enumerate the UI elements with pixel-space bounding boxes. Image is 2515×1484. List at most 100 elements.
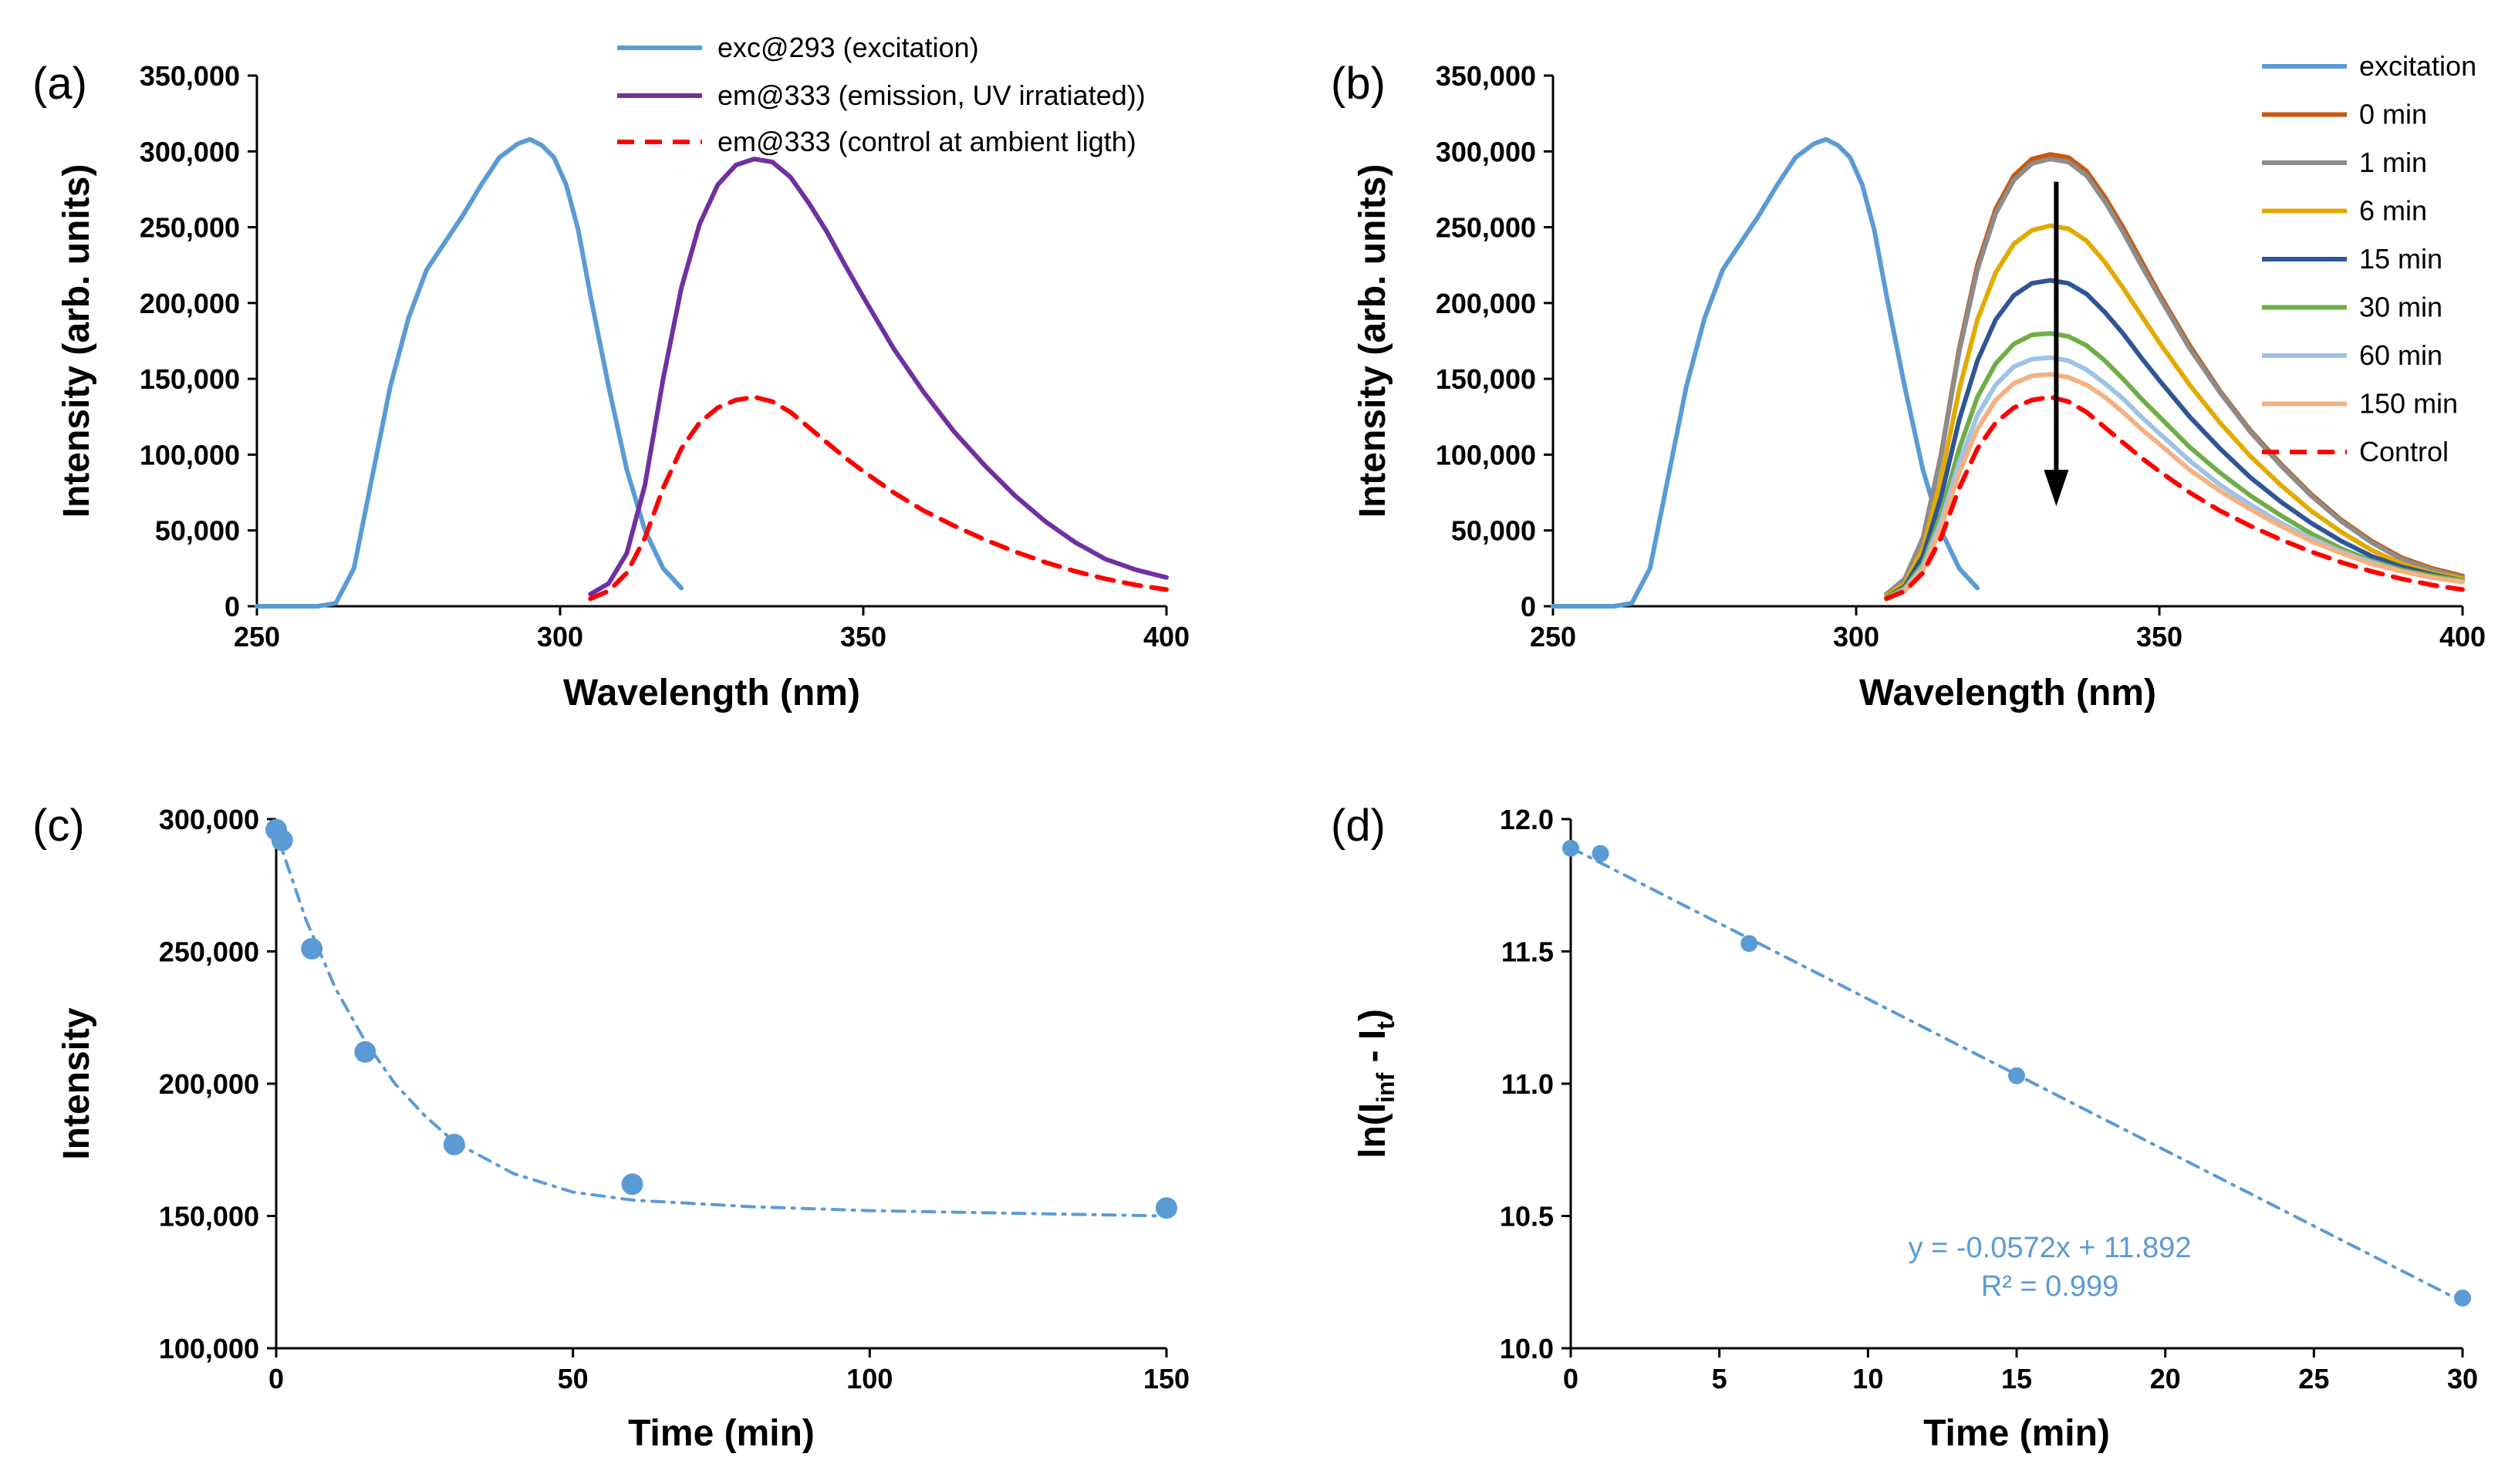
pc-y-tick-label: 200,000: [159, 1068, 259, 1100]
pb-y-tick-label: 150,000: [1436, 363, 1536, 395]
pb-y-tick-label: 50,000: [1451, 515, 1536, 547]
pb-y-tick-label: 200,000: [1436, 288, 1536, 319]
pa-x-tick-label: 300: [537, 621, 583, 653]
pd-y-title-subscript: t: [1372, 1021, 1399, 1030]
pa-series-line-1: [255, 137, 684, 609]
pc-data-point: [354, 1040, 376, 1063]
pa-y-tick-label: 150,000: [140, 363, 240, 395]
pd-data-point: [1740, 935, 1758, 953]
pd-y-title-part: ln(I: [1352, 1103, 1393, 1159]
pd-y-title-subscript: inf: [1372, 1072, 1399, 1102]
pb-x-axis-title: Wavelength (nm): [1859, 673, 2156, 713]
panel-c-chart: 0 50 100 150 100,000 150,000 200,000 250,000 300…: [32, 801, 1190, 1454]
pb-x-tick-label: 350: [2136, 621, 2182, 653]
pc-x-tick-label: 150: [1143, 1363, 1190, 1395]
pd-x-axis-title: Time (min): [1923, 1413, 2110, 1454]
pb-x-tick-label: 250: [1530, 621, 1576, 653]
pd-y-axis-title: ln(Iinf - It): [1352, 1009, 1399, 1159]
pc-data-point: [1156, 1197, 1177, 1219]
pa-x-tick-label: 400: [1143, 621, 1190, 653]
pa-x-tick-label: 350: [840, 621, 886, 653]
pb-x-tick-label: 400: [2439, 621, 2486, 653]
pa-series-line-3: [588, 394, 1169, 602]
pc-y-tick-label: 100,000: [159, 1333, 259, 1364]
pb-series-line-excitation: [1551, 137, 1980, 609]
pd-data-point: [2008, 1067, 2025, 1084]
pc-x-tick-label: 50: [558, 1363, 589, 1395]
pb-legend-label: 6 min: [2359, 195, 2427, 227]
pd-y-tick-label: 10.0: [1500, 1333, 1554, 1364]
pd-data-point: [1562, 839, 1579, 857]
pb-series-line-5: [1884, 331, 2465, 600]
panel-b-chart: 250 300 350 400 0 50,000 100,000 150,000 200,000…: [1331, 50, 2486, 713]
pd-y-tick-label: 11.0: [1501, 1068, 1554, 1100]
pb-panel-label: (b): [1331, 59, 1386, 109]
pb-legend-label: 60 min: [2359, 339, 2442, 371]
pb-legend-label: 1 min: [2359, 147, 2427, 178]
pb-series-line-4: [1884, 278, 2465, 600]
pb-legend-label: Control: [2359, 436, 2449, 467]
pd-x-tick-label: 15: [2001, 1363, 2032, 1395]
pc-x-axis-title: Time (min): [628, 1413, 815, 1454]
panel-a-chart: 250 300 350 400 0 50,000 100,000 150,000 200,000…: [32, 32, 1190, 713]
panel-d-chart: 0 5 10 15 20 25 30 10.0 10.5 11.0 11.5 12.0 (d) Time …: [1331, 801, 2478, 1454]
pb-y-tick-label: 250,000: [1436, 212, 1536, 244]
pb-y-axis-title: Intensity (arb. units): [1352, 164, 1393, 518]
pa-y-axis-title: Intensity (arb. units): [56, 164, 97, 518]
pb-legend-label: 15 min: [2359, 243, 2442, 275]
pd-x-tick-label: 25: [2298, 1363, 2329, 1395]
pb-y-tick-label: 300,000: [1436, 136, 1536, 167]
pa-x-tick-label: 250: [234, 621, 280, 653]
pd-panel-label: (d): [1331, 801, 1386, 851]
pb-legend-label: excitation: [2359, 50, 2476, 82]
pd-y-tick-label: 10.5: [1500, 1201, 1554, 1233]
pc-data-point: [301, 938, 323, 960]
pa-y-tick-label: 50,000: [155, 515, 240, 547]
pa-y-tick-label: 0: [224, 591, 240, 622]
pd-y-title-part: - I: [1352, 1030, 1393, 1073]
pd-x-tick-label: 20: [2150, 1363, 2181, 1395]
pc-fit-curve: [275, 831, 1168, 1218]
pc-data-point: [621, 1173, 643, 1196]
pb-y-tick-label: 350,000: [1436, 60, 1536, 92]
pb-series-line-3: [1884, 223, 2465, 599]
pc-data-point: [443, 1133, 465, 1155]
pa-y-tick-label: 300,000: [140, 136, 240, 167]
pa-x-axis-title: Wavelength (nm): [563, 673, 860, 713]
pc-y-tick-label: 150,000: [159, 1201, 259, 1233]
pa-y-tick-label: 100,000: [140, 439, 240, 470]
pd-x-tick-label: 0: [1563, 1363, 1578, 1395]
pc-x-tick-label: 0: [268, 1363, 284, 1395]
pc-panel-label: (c): [32, 801, 85, 851]
pc-y-tick-label: 300,000: [159, 804, 259, 835]
pc-y-axis-title: Intensity: [56, 1007, 97, 1160]
pd-data-point: [2454, 1289, 2471, 1307]
pa-y-tick-label: 350,000: [140, 60, 240, 92]
pb-series-line-7: [1884, 372, 2465, 602]
pd-fit-r-squared: R² = 0.999: [1981, 1270, 2119, 1303]
pc-data-point: [271, 829, 293, 852]
pb-legend-label: 30 min: [2359, 292, 2442, 323]
pb-legend-label: 0 min: [2359, 99, 2427, 130]
pd-y-title-part: ): [1352, 1009, 1393, 1021]
pb-series-line-2: [1884, 157, 2465, 597]
pa-panel-label: (a): [32, 59, 87, 109]
pa-y-tick-label: 250,000: [140, 212, 240, 244]
pb-y-tick-label: 0: [1521, 591, 1536, 622]
pb-decrease-arrow-head: [2044, 470, 2069, 507]
pd-data-point: [1592, 845, 1609, 862]
pd-x-tick-label: 30: [2447, 1363, 2478, 1395]
pd-y-tick-label: 12.0: [1500, 804, 1554, 835]
pa-legend-label: em@333 (control at ambient ligth): [717, 126, 1136, 157]
pa-legend-label: exc@293 (excitation): [717, 32, 979, 63]
pd-x-tick-label: 5: [1712, 1363, 1727, 1395]
pd-fit-equation: y = -0.0572x + 11.892: [1909, 1232, 2192, 1264]
pb-y-tick-label: 100,000: [1436, 439, 1536, 470]
pa-legend-label: em@333 (emission, UV irratiated)): [717, 79, 1146, 111]
pc-y-tick-label: 250,000: [159, 936, 259, 968]
pd-x-tick-label: 10: [1852, 1363, 1883, 1395]
pa-y-tick-label: 200,000: [140, 288, 240, 319]
pa-series-line-2: [588, 157, 1169, 597]
pc-x-tick-label: 100: [846, 1363, 893, 1395]
